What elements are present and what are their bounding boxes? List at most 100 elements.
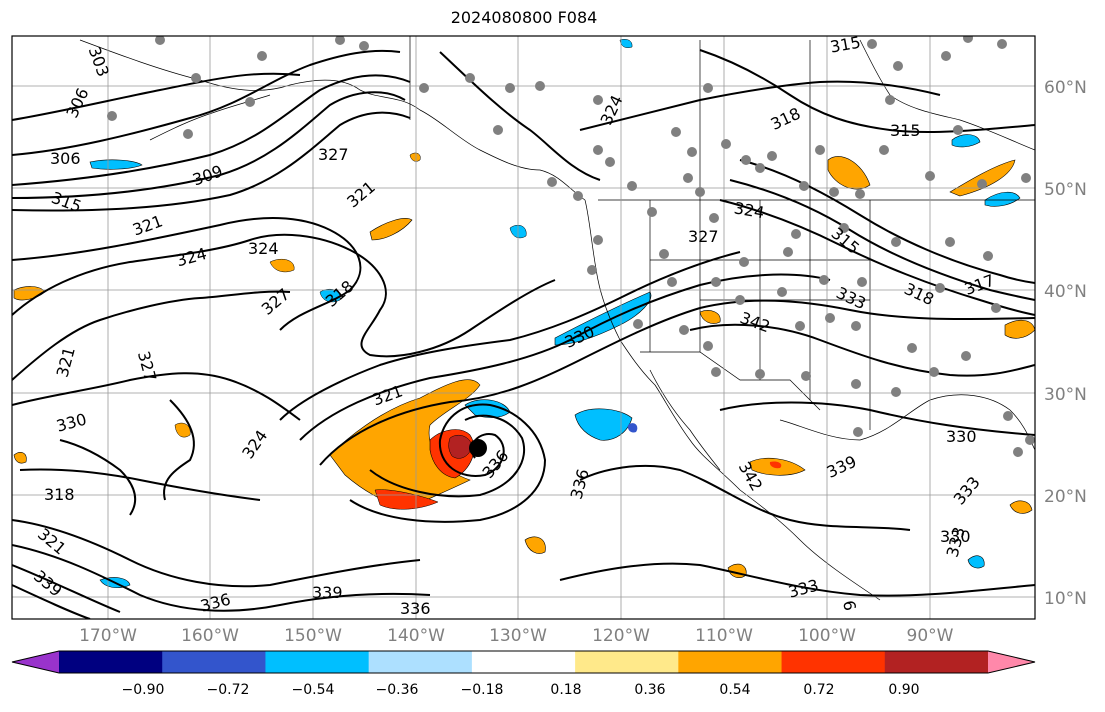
colorbar [11, 650, 1036, 674]
lat-lon-grid [12, 36, 1035, 619]
shade-blue-east [984, 191, 1021, 207]
contour-line [12, 111, 411, 212]
shade-jet-blue [554, 291, 652, 346]
colorbar-segment [265, 651, 370, 673]
lon-label: 100°W [798, 626, 856, 646]
contour-line [12, 233, 556, 358]
colorbar-segment [471, 651, 576, 673]
colorbar-segment [678, 651, 783, 673]
shade-storm-red-south [374, 489, 439, 510]
shade-storm-darkred [448, 435, 473, 459]
contour-line [319, 299, 1035, 466]
colorbar-extend-low [12, 651, 59, 673]
baja-coast [649, 369, 721, 471]
shade-blue-north-pacific [89, 159, 143, 170]
lon-label: 130°W [489, 626, 547, 646]
lon-label: 120°W [592, 626, 650, 646]
contour-line [12, 372, 301, 421]
shade-blue-caribbean [967, 555, 985, 569]
colorbar-segment [59, 651, 163, 673]
lon-label: 170°W [79, 626, 137, 646]
colorbar-extend-high [988, 651, 1035, 673]
colorbar-tick-label: 0.36 [634, 682, 666, 698]
contour-line [729, 179, 1035, 301]
contour-label: 6 [839, 599, 859, 612]
contour-label: 315 [890, 121, 921, 140]
contour-line [559, 562, 1035, 597]
contour-line [12, 49, 401, 156]
contour-line [59, 439, 137, 516]
us-mexico-border [640, 351, 821, 411]
colorbar-tick-label: 0.72 [803, 682, 835, 698]
colorbar-tick-label: −0.54 [291, 682, 335, 698]
shade-blue-small1 [619, 39, 633, 48]
colorbar-tick-label: 0.54 [719, 682, 751, 698]
lat-label: 10°N [1044, 589, 1087, 609]
contour-line [699, 49, 1035, 134]
us-west-coast [584, 199, 881, 601]
contour-line [719, 199, 1035, 316]
contour-line [349, 403, 547, 523]
shade-blue-central [574, 408, 633, 441]
colorbar-tick-label: 0.90 [888, 682, 920, 698]
colorbar-segment [575, 651, 679, 673]
colorbar-segment [884, 651, 989, 673]
contour-label: 327 [688, 227, 719, 246]
shade-blue-ne [951, 134, 981, 148]
map-plot-area: 303 306 306 309 315 321 324 324 327 327 … [12, 36, 1035, 619]
contour-line [12, 290, 291, 381]
contour-lines [12, 49, 1035, 619]
contour-label: 324 [248, 239, 279, 258]
contour-label: 318 [44, 485, 75, 504]
lon-label: 140°W [387, 626, 445, 646]
colorbar-tick-label: −0.90 [121, 682, 165, 698]
shade-orange-east [949, 159, 1016, 197]
lon-label: 150°W [284, 626, 342, 646]
shade-orange-tx [699, 310, 721, 324]
contour-line [12, 74, 411, 186]
contour-line [739, 159, 1035, 284]
contour-label: 336 [400, 599, 431, 618]
contour-label: 330 [940, 527, 971, 546]
map-title: 2024080800 F084 [450, 8, 598, 27]
lat-label: 20°N [1044, 487, 1087, 507]
contour-label: 330 [946, 427, 977, 446]
lat-label: 30°N [1044, 385, 1087, 405]
colorbar-outline [11, 650, 1036, 674]
contour-line [719, 401, 1035, 436]
hudson-border [859, 39, 1035, 151]
shade-orange-ne-pacific [369, 218, 413, 241]
contour-line [12, 91, 406, 199]
contour-line [369, 414, 526, 498]
lat-label: 60°N [1044, 78, 1087, 98]
colorbar-tick-label: 0.18 [550, 682, 582, 698]
shade-orange-southwest [524, 536, 546, 554]
map-background [12, 36, 1035, 619]
shade-orange-small1 [409, 152, 421, 162]
contour-line [689, 323, 1035, 377]
shade-darkblue-central [627, 423, 638, 433]
contour-line [12, 519, 421, 588]
shaded-anomaly-fields [13, 39, 1035, 589]
contour-line [12, 72, 301, 121]
contour-label: 339 [312, 583, 343, 602]
contour-line [579, 464, 911, 531]
colorbar-tick-label: −0.36 [375, 682, 419, 698]
contour-line [279, 251, 741, 421]
shade-orange-plains [827, 156, 871, 190]
shade-orange-caribbean [1009, 500, 1033, 514]
canada-provinces [409, 36, 811, 200]
contour-line [12, 564, 121, 613]
lon-label: 110°W [695, 626, 753, 646]
lat-label: 40°N [1044, 282, 1087, 302]
colorbar-segment [781, 651, 886, 673]
shade-orange-small2 [174, 422, 191, 438]
contour-line [12, 217, 362, 331]
storm-center-marker [469, 439, 487, 457]
contour-line [579, 80, 941, 131]
map-frame [11, 35, 1036, 620]
shade-orange-west2 [13, 452, 27, 464]
contour-line [19, 468, 261, 501]
contour-line [299, 273, 831, 441]
